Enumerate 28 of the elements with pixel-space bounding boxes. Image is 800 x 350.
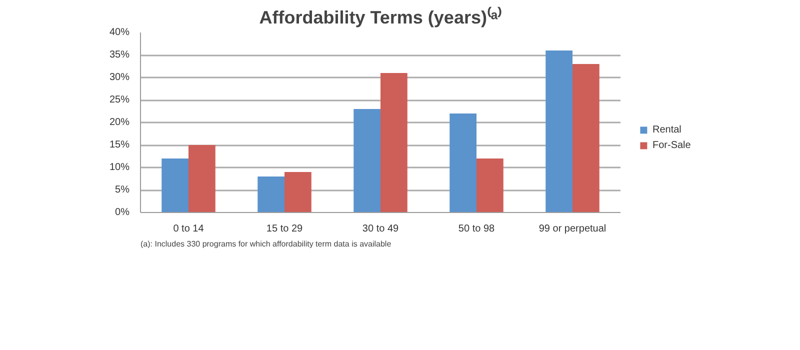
bar	[380, 73, 408, 212]
chart-title: Affordability Terms (years)⁽ᵃ⁾	[259, 6, 502, 28]
y-tick-label: 15%	[109, 140, 130, 150]
legend-label: Rental	[652, 124, 682, 136]
x-tick-label: 50 to 98	[458, 224, 496, 234]
y-tick-label: 30%	[109, 72, 130, 83]
text: (a): Includes 330 programs for which affordability term data is available	[140, 240, 392, 248]
bar	[188, 145, 216, 212]
x-tick-label: 30 to 49	[362, 224, 400, 234]
bar	[258, 176, 284, 212]
y-tick-label: 25%	[109, 94, 130, 106]
y-tick-label: 40%	[109, 27, 130, 38]
bar	[476, 158, 504, 212]
y-tick-label: 20%	[109, 117, 130, 128]
bar	[450, 114, 476, 212]
y-tick-label: 5%	[115, 184, 130, 196]
x-tick-label: 99 or perpetual	[538, 224, 606, 234]
y-tick-label: 0%	[115, 207, 130, 218]
bar	[354, 109, 380, 212]
x-tick-label: 0 to 14	[173, 224, 204, 234]
bar	[284, 172, 312, 212]
bar	[162, 158, 188, 212]
x-tick-label: 15 to 29	[266, 224, 304, 234]
legend-label: For-Sale	[652, 140, 692, 152]
bar	[572, 64, 600, 212]
y-tick-label: 35%	[109, 50, 130, 60]
bar	[546, 50, 572, 212]
y-tick-label: 10%	[109, 162, 130, 173]
